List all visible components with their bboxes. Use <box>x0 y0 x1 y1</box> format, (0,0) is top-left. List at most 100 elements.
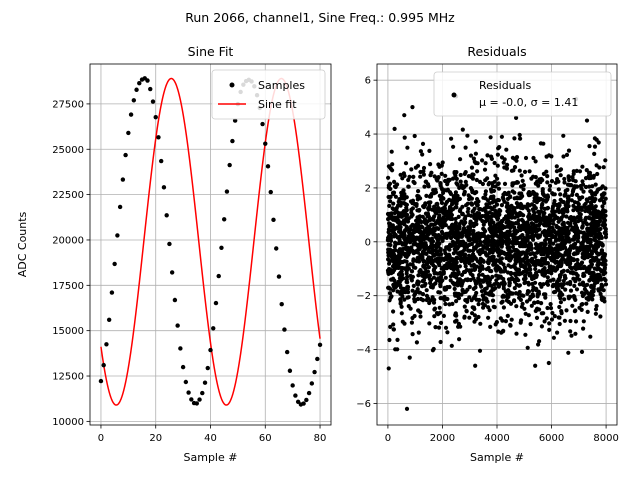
residual-point <box>557 321 562 327</box>
residual-point <box>539 203 545 208</box>
residual-point <box>462 304 467 309</box>
residual-point <box>506 233 511 238</box>
residual-point <box>432 208 437 213</box>
residual-point <box>600 243 605 248</box>
residual-point <box>464 182 469 188</box>
residual-point <box>547 240 553 245</box>
residual-point <box>485 153 490 158</box>
residual-point <box>500 195 505 200</box>
residual-point <box>545 174 550 179</box>
residual-point <box>437 221 443 227</box>
residual-point <box>532 217 537 222</box>
residual-point <box>559 217 564 222</box>
residual-point <box>443 325 449 330</box>
residual-point <box>447 225 452 230</box>
legend-residuals-stats: μ = -0.0, σ = 1.41 <box>479 96 578 109</box>
residual-point <box>502 265 507 270</box>
residual-point <box>577 169 583 174</box>
residual-outlier-point <box>584 118 590 123</box>
residual-point <box>465 201 470 206</box>
residual-point <box>505 229 510 234</box>
residual-point <box>518 224 524 229</box>
residual-point <box>393 281 398 286</box>
residual-point <box>512 286 517 291</box>
residual-point <box>427 321 432 326</box>
residual-point <box>467 284 472 290</box>
residual-point <box>411 179 416 184</box>
residual-point <box>579 302 584 307</box>
residual-point <box>403 212 408 217</box>
residual-point <box>469 241 474 247</box>
residual-point <box>500 329 506 334</box>
sample-point <box>150 99 156 104</box>
residual-point <box>516 235 521 240</box>
residual-point <box>392 234 397 239</box>
residual-point <box>409 278 414 283</box>
residual-point <box>471 228 476 233</box>
residual-point <box>497 249 502 254</box>
residual-point <box>423 241 428 246</box>
residual-point <box>448 235 454 241</box>
residual-point <box>445 261 450 266</box>
residual-point <box>433 187 438 192</box>
residual-point <box>550 209 555 214</box>
residual-point <box>483 189 488 194</box>
residual-point <box>572 184 577 189</box>
residual-point <box>510 215 515 220</box>
left-y-tick-label: 22500 <box>52 190 84 201</box>
residual-point <box>416 330 421 335</box>
residual-point <box>527 203 532 208</box>
residual-point <box>542 256 547 261</box>
residual-point <box>569 333 574 338</box>
residual-point <box>490 184 495 189</box>
residual-point <box>526 208 531 213</box>
residual-point <box>519 318 524 323</box>
residual-point <box>563 276 568 281</box>
residual-point <box>534 229 539 234</box>
residual-point <box>598 251 603 256</box>
residual-point <box>424 269 429 274</box>
residual-point <box>566 148 572 153</box>
residual-point <box>568 264 573 270</box>
residual-point <box>413 265 418 270</box>
residual-point <box>469 263 474 268</box>
residual-point <box>487 210 492 215</box>
residual-point <box>521 250 526 255</box>
residual-point <box>469 201 474 206</box>
residual-point <box>458 239 463 244</box>
right-y-tick-label: 0 <box>365 237 371 248</box>
residual-point <box>602 267 607 272</box>
residual-point <box>587 144 592 149</box>
sample-point <box>194 401 200 406</box>
residual-point <box>536 342 541 347</box>
residual-point <box>452 247 457 252</box>
residual-point <box>570 303 575 308</box>
residual-point <box>455 193 460 198</box>
residual-point <box>443 275 448 280</box>
residual-point <box>534 286 539 291</box>
right-y-tick-label: 2 <box>365 183 371 194</box>
residual-point <box>570 225 575 230</box>
residual-point <box>534 273 539 278</box>
residual-point <box>396 254 401 259</box>
residual-point <box>492 160 497 166</box>
sample-point <box>315 356 320 362</box>
residual-point <box>597 198 603 203</box>
residual-point <box>498 257 503 262</box>
sample-point <box>156 135 161 140</box>
residual-point <box>568 329 573 334</box>
residual-point <box>539 284 544 289</box>
residual-point <box>439 266 444 271</box>
residual-point <box>583 208 588 214</box>
residual-point <box>545 180 550 185</box>
residual-point <box>558 290 563 295</box>
residual-point <box>423 246 428 251</box>
residual-point <box>474 222 479 227</box>
residual-point <box>410 315 415 321</box>
residual-point <box>433 248 438 253</box>
residual-point <box>478 321 483 326</box>
residual-point <box>385 211 391 217</box>
residual-point <box>404 205 409 210</box>
residual-point <box>398 285 404 290</box>
residual-point <box>535 246 540 251</box>
